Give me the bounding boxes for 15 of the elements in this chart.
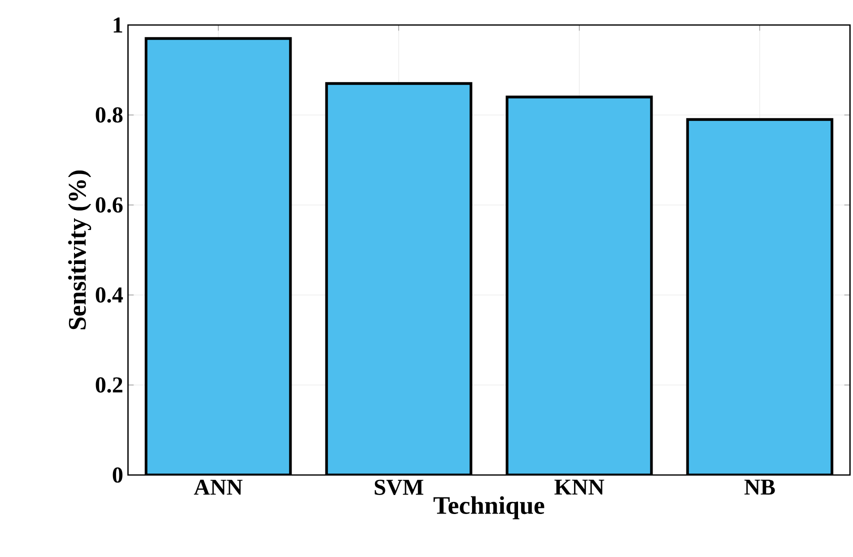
y-tick-label: 1 <box>114 18 122 32</box>
bar <box>326 83 471 475</box>
x-tick-label: ANN <box>194 480 243 495</box>
bar <box>146 38 290 475</box>
y-axis-title: Sensitivity (%) <box>68 170 92 330</box>
y-tick-label: 0.8 <box>96 107 123 123</box>
y-tick-label: 0.6 <box>96 197 123 213</box>
y-tick-label: 0 <box>112 467 122 483</box>
y-tick-label: 0.2 <box>96 377 122 393</box>
x-tick-label: SVM <box>374 480 424 496</box>
x-axis-title: Technique <box>434 496 544 520</box>
x-tick-label: KNN <box>554 480 604 495</box>
x-tick-label: NB <box>744 480 775 495</box>
y-tick-label: 0.4 <box>96 287 123 303</box>
bar <box>507 96 652 475</box>
